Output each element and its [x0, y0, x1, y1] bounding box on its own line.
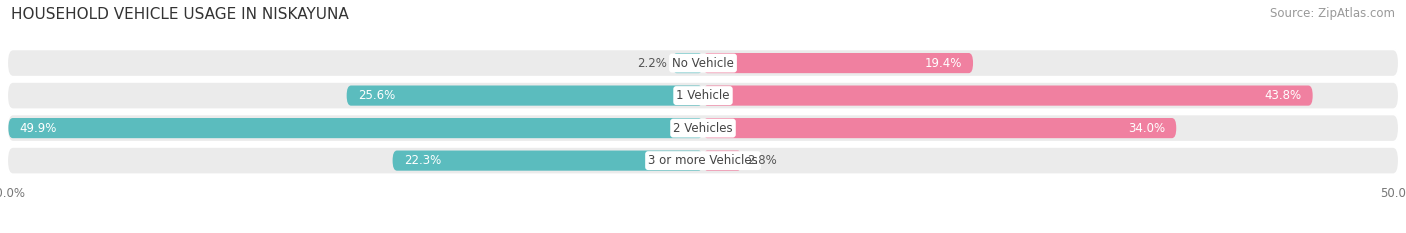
Text: 2.2%: 2.2% [637, 57, 666, 70]
FancyBboxPatch shape [7, 147, 1399, 175]
Text: 3 or more Vehicles: 3 or more Vehicles [648, 154, 758, 167]
FancyBboxPatch shape [392, 151, 703, 171]
FancyBboxPatch shape [703, 151, 742, 171]
Text: 34.0%: 34.0% [1128, 122, 1166, 135]
FancyBboxPatch shape [703, 86, 1313, 106]
Text: 43.8%: 43.8% [1264, 89, 1302, 102]
Text: 49.9%: 49.9% [20, 122, 56, 135]
Text: No Vehicle: No Vehicle [672, 57, 734, 70]
Text: 22.3%: 22.3% [404, 154, 441, 167]
FancyBboxPatch shape [8, 118, 703, 138]
Text: 2 Vehicles: 2 Vehicles [673, 122, 733, 135]
FancyBboxPatch shape [672, 53, 703, 73]
Text: 25.6%: 25.6% [357, 89, 395, 102]
Text: 1 Vehicle: 1 Vehicle [676, 89, 730, 102]
FancyBboxPatch shape [347, 86, 703, 106]
Text: 2.8%: 2.8% [748, 154, 778, 167]
Text: Source: ZipAtlas.com: Source: ZipAtlas.com [1270, 7, 1395, 20]
FancyBboxPatch shape [7, 82, 1399, 110]
FancyBboxPatch shape [7, 49, 1399, 77]
Text: 19.4%: 19.4% [925, 57, 962, 70]
FancyBboxPatch shape [703, 118, 1177, 138]
FancyBboxPatch shape [703, 53, 973, 73]
FancyBboxPatch shape [7, 114, 1399, 142]
Text: HOUSEHOLD VEHICLE USAGE IN NISKAYUNA: HOUSEHOLD VEHICLE USAGE IN NISKAYUNA [11, 7, 349, 22]
